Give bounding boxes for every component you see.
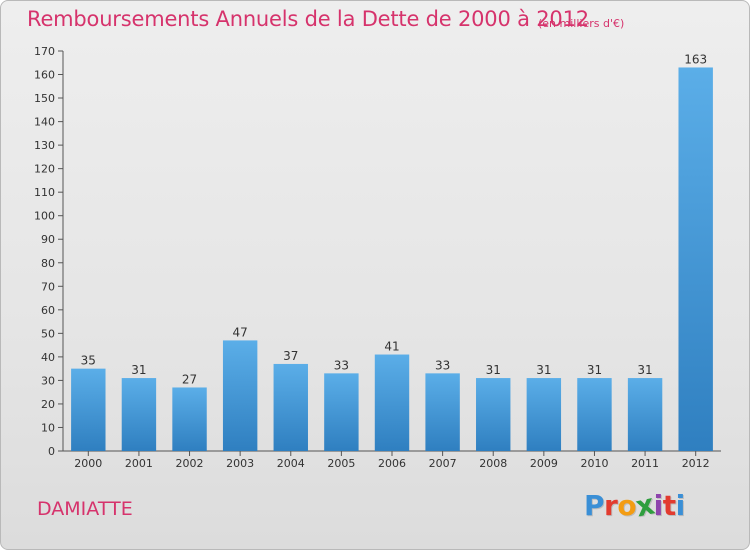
y-tick-label: 120 <box>34 163 55 176</box>
y-tick-label: 0 <box>48 445 55 458</box>
labels: 2000 35 2001 31 2002 27 2003 47 2004 37 2005 33 2006… <box>74 52 709 470</box>
logo-letter: i <box>653 489 664 522</box>
x-tick-label: 2008 <box>479 457 507 470</box>
bar-2002 <box>172 387 207 451</box>
bar-2003 <box>222 340 258 451</box>
y-tick-label: 140 <box>34 116 55 129</box>
data-label: 33 <box>334 358 349 372</box>
x-tick-label: 2005 <box>327 457 355 470</box>
bar-2009 <box>526 378 562 451</box>
x-tick-label: 2010 <box>580 457 608 470</box>
data-label: 31 <box>536 363 551 377</box>
logo-letter: P <box>584 489 605 522</box>
bar-2011 <box>627 378 663 451</box>
x-tick-label: 2002 <box>176 457 204 470</box>
x-tick-label: 2011 <box>631 457 659 470</box>
x-tick-label: 2007 <box>429 457 457 470</box>
logo-letter: o <box>617 489 637 522</box>
data-label: 33 <box>435 358 450 372</box>
data-label: 41 <box>384 340 399 354</box>
x-tick-label: 2012 <box>682 457 710 470</box>
data-label: 31 <box>587 363 602 377</box>
y-tick-label: 30 <box>41 374 55 387</box>
data-label: 35 <box>81 354 96 368</box>
x-tick-label: 2004 <box>277 457 305 470</box>
data-label: 37 <box>283 349 298 363</box>
data-label: 31 <box>486 363 501 377</box>
bar-2001 <box>121 378 157 451</box>
bar-2000 <box>71 368 106 451</box>
bar-2006 <box>374 354 410 451</box>
y-tick-label: 170 <box>34 45 55 58</box>
logo-letter: i <box>675 489 686 522</box>
x-tick-label: 2000 <box>74 457 102 470</box>
y-tick-label: 150 <box>34 92 55 105</box>
bar-2007 <box>425 373 460 451</box>
y-tick-label: 60 <box>41 304 55 317</box>
x-tick-label: 2003 <box>226 457 254 470</box>
data-label: 27 <box>182 372 197 386</box>
y-tick-label: 110 <box>34 186 55 199</box>
y-tick-label: 100 <box>34 210 55 223</box>
logo-letter: r <box>604 489 618 522</box>
bar-2012 <box>678 67 713 452</box>
commune-name: DAMIATTE <box>37 498 133 520</box>
x-tick-label: 2006 <box>378 457 406 470</box>
y-tick-label: 70 <box>41 280 55 293</box>
y-tick-label: 10 <box>41 421 55 434</box>
logo-letter: t <box>662 489 676 522</box>
chart-title: Remboursements Annuels de la Dette de 20… <box>27 7 589 31</box>
data-label: 163 <box>684 52 707 66</box>
bar-2004 <box>273 363 308 451</box>
bar-2010 <box>577 378 612 451</box>
y-tick-label: 130 <box>34 139 55 152</box>
y-tick-label: 40 <box>41 351 55 364</box>
x-tick-label: 2001 <box>125 457 153 470</box>
x-tick-label: 2009 <box>530 457 558 470</box>
data-label: 47 <box>233 325 248 339</box>
data-label: 31 <box>131 363 146 377</box>
y-tick-label: 80 <box>41 257 55 270</box>
bar-2005 <box>324 373 359 451</box>
data-label: 31 <box>637 363 652 377</box>
y-tick-label: 20 <box>41 398 55 411</box>
proxiti-logo: Proxiti <box>584 488 686 524</box>
y-tick-label: 50 <box>41 327 55 340</box>
y-tick-label: 90 <box>41 233 55 246</box>
bars <box>71 67 713 452</box>
axes: 0 10 20 30 40 50 60 70 80 90 100 110 120 130 140 150 160… <box>34 45 721 458</box>
y-tick-label: 160 <box>34 69 55 82</box>
chart-subtitle: (en milliers d'€) <box>538 17 625 30</box>
bar-2008 <box>476 378 511 451</box>
